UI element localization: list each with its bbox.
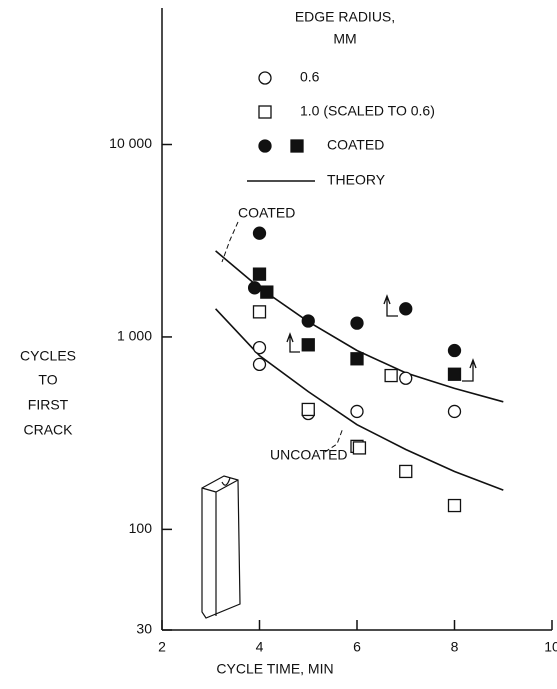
point — [301, 402, 315, 417]
legend-marker — [258, 139, 272, 153]
point — [447, 498, 462, 513]
point — [399, 464, 413, 479]
y-axis-label: FIRST — [28, 397, 69, 413]
point — [399, 302, 413, 316]
leader-line — [324, 427, 344, 453]
point — [252, 357, 267, 372]
x-tick-label: 6 — [353, 639, 361, 655]
point — [301, 314, 315, 328]
legend-marker — [290, 139, 304, 153]
x-tick-label: 4 — [256, 639, 264, 655]
legend-marker — [258, 105, 272, 119]
theory-line — [215, 308, 504, 491]
legend-label: 1.0 (SCALED TO 0.6) — [300, 103, 435, 119]
legend-title: MM — [333, 31, 356, 47]
point — [247, 281, 262, 295]
point — [252, 267, 267, 281]
legend-label: THEORY — [327, 172, 386, 188]
legend-label: 0.6 — [300, 69, 320, 85]
point — [447, 404, 462, 419]
specimen-sketch — [201, 475, 241, 619]
legend-title: EDGE RADIUS, — [295, 9, 395, 25]
point — [384, 368, 398, 383]
y-axis-label: CYCLES — [20, 348, 76, 364]
legend-label: COATED — [327, 137, 384, 153]
point — [350, 352, 364, 366]
y-axis-label: CRACK — [23, 422, 73, 438]
curve-label: COATED — [238, 205, 295, 221]
point — [301, 338, 315, 352]
curve-label: UNCOATED — [270, 447, 348, 463]
leader-line — [221, 221, 239, 263]
y-axis-label: TO — [38, 372, 57, 388]
point — [447, 367, 462, 381]
point — [352, 441, 367, 455]
point — [350, 404, 364, 419]
legend-marker — [258, 71, 272, 85]
point — [252, 340, 267, 355]
point — [447, 343, 462, 358]
point — [350, 316, 364, 330]
x-axis-label: CYCLE TIME, MIN — [216, 661, 333, 677]
runout-arrows — [286, 294, 477, 382]
point — [252, 305, 267, 319]
point — [399, 371, 413, 385]
x-tick-label: 10 — [544, 639, 557, 655]
point — [260, 285, 274, 299]
y-tick-label: 100 — [129, 520, 153, 536]
y-tick-label: 1 000 — [117, 328, 152, 344]
x-tick-label: 8 — [451, 639, 459, 655]
y-tick-label: 10 000 — [109, 135, 152, 151]
x-tick-label: 2 — [158, 639, 166, 655]
y-tick-label: 30 — [136, 621, 152, 637]
point — [252, 226, 267, 240]
